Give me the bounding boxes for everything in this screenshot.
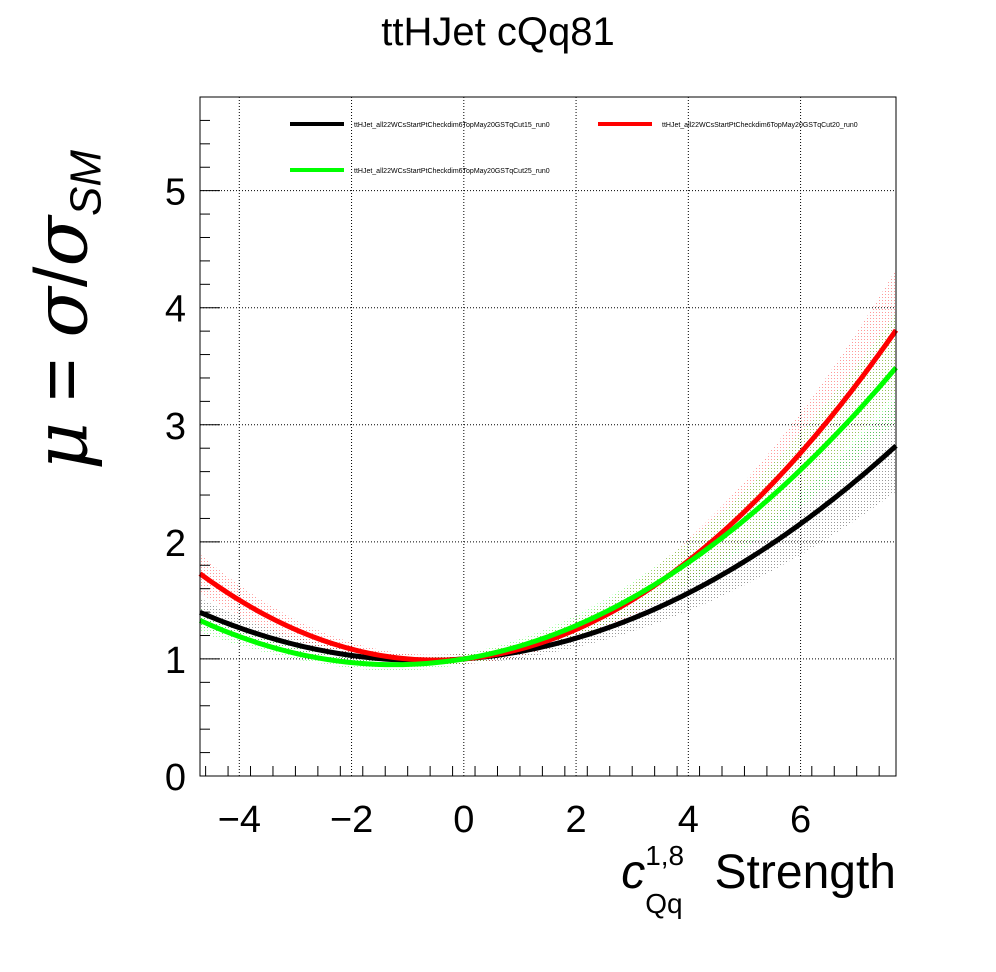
y-axis-label-wrap: μ = σ/σSM <box>10 90 120 530</box>
y-tick-label: 5 <box>165 172 186 214</box>
plot-frame <box>199 96 897 777</box>
series-line-0 <box>199 443 898 663</box>
y-tick-label: 1 <box>165 640 186 682</box>
x-tick-label: 2 <box>565 799 586 841</box>
series-lines <box>198 328 899 668</box>
tick-labels: −4 −2 0 2 4 6 0 1 2 3 4 5 <box>165 172 811 841</box>
y-tick-label: 4 <box>165 289 186 331</box>
legend-label: ttHJet_all22WCsStartPtCheckdim6TopMay20G… <box>662 122 858 129</box>
uncertainty-bands <box>200 269 896 671</box>
band-1 <box>200 269 896 666</box>
legend: ttHJet_all22WCsStartPtCheckdim6TopMay20G… <box>290 122 858 175</box>
series-line-1 <box>198 328 899 663</box>
x-tick-label: 4 <box>678 799 699 841</box>
band-2 <box>200 313 896 671</box>
x-tick-label: −2 <box>330 799 373 841</box>
legend-label: ttHJet_all22WCsStartPtCheckdim6TopMay20G… <box>354 122 550 129</box>
x-tick-label: 0 <box>453 799 474 841</box>
y-tick-label: 3 <box>165 406 186 448</box>
series-line-2 <box>198 366 898 668</box>
legend-label: ttHJet_all22WCsStartPtCheckdim6TopMay20G… <box>354 168 550 175</box>
y-tick-label: 2 <box>165 523 186 565</box>
axis-ticks <box>200 119 880 777</box>
y-axis-label: μ = σ/σSM <box>18 149 111 471</box>
x-tick-label: −4 <box>218 799 261 841</box>
x-axis-label: c 1,8 Qq Strength <box>621 840 896 919</box>
x-tick-label: 6 <box>790 799 811 841</box>
chart-title: ttHJet cQq81 <box>381 10 615 54</box>
y-tick-label: 0 <box>165 757 186 799</box>
